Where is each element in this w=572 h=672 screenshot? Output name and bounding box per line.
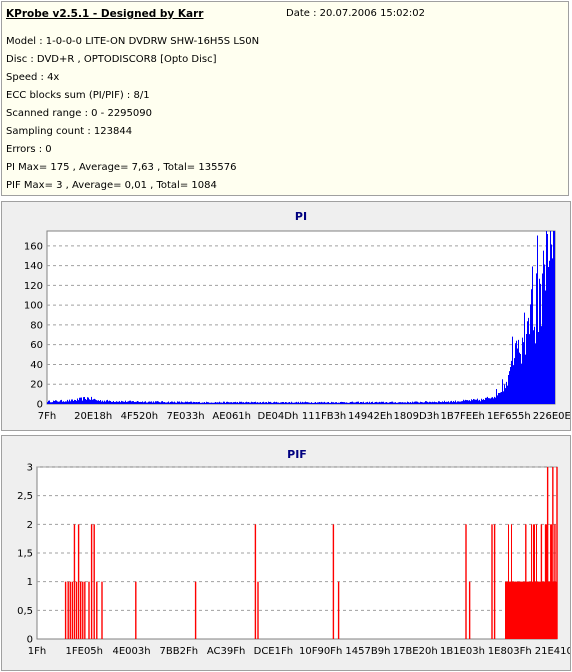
y-tick-label: 40 xyxy=(30,360,43,371)
x-tick-label: DCE1Fh xyxy=(254,646,293,657)
pif-chart: PIF 0 0,5 1 1,5 2 2,5 3 1Fh 1FE05h 4E003h 7BB2Fh AC3… xyxy=(17,448,570,657)
y-tick-label: 2,5 xyxy=(17,491,33,502)
x-tick-label: 14942Eh xyxy=(348,411,392,422)
info-disc: Disc : DVD+R , OPTODISCOR8 [Opto Disc] xyxy=(6,54,217,65)
x-tick-label: 7Fh xyxy=(38,411,56,422)
info-scanned-range: Scanned range : 0 - 2295090 xyxy=(6,108,152,119)
x-tick-label: 1Fh xyxy=(28,646,46,657)
x-tick-label: 1B7FEEh xyxy=(440,411,484,422)
x-tick-label: 1E803Fh xyxy=(488,646,532,657)
y-tick-label: 1,5 xyxy=(17,549,33,560)
plot-area xyxy=(46,230,556,405)
x-tick-label: 4F520h xyxy=(121,411,159,422)
chart-title: PI xyxy=(295,210,307,223)
x-tick-label: AC39Fh xyxy=(207,646,245,657)
x-tick-label: 7BB2Fh xyxy=(160,646,199,657)
x-tick-label: 7E033h xyxy=(166,411,204,422)
x-tick-label: 1457B9h xyxy=(345,646,390,657)
chart-title: PIF xyxy=(287,448,307,461)
x-tick-label: 226E0Eh xyxy=(533,411,570,422)
info-errors: Errors : 0 xyxy=(6,144,52,155)
y-tick-label: 120 xyxy=(24,281,43,292)
y-tick-label: 0 xyxy=(37,400,43,411)
x-tick-label: 1B1E03h xyxy=(440,646,485,657)
x-tick-label: AE061h xyxy=(212,411,251,422)
x-tick-label: DE04Dh xyxy=(258,411,299,422)
x-tick-label: 1809D3h xyxy=(394,411,440,422)
y-tick-label: 160 xyxy=(24,241,43,252)
x-tick-label: 10F90Fh xyxy=(299,646,342,657)
y-tick-label: 60 xyxy=(30,340,43,351)
info-pif-stats: PIF Max= 3 , Average= 0,01 , Total= 1084 xyxy=(6,180,217,191)
y-tick-label: 1 xyxy=(27,577,33,588)
x-tick-label: 21E410h xyxy=(535,646,570,657)
x-tick-label: 4E003h xyxy=(112,646,150,657)
y-tick-label: 0,5 xyxy=(17,606,33,617)
app-title: KProbe v2.5.1 - Designed by Karr xyxy=(6,8,204,20)
info-speed: Speed : 4x xyxy=(6,72,60,83)
pi-chart: PI 0 20 40 60 80 100 120 140 160 7Fh 20E18h 4F520h 7E… xyxy=(24,210,570,422)
info-model: Model : 1-0-0-0 LITE-ON DVDRW SHW-16H5S … xyxy=(6,36,260,47)
pif-chart-panel: PIF 0 0,5 1 1,5 2 2,5 3 1Fh 1FE05h 4E003h 7BB2Fh AC3… xyxy=(1,435,571,671)
info-sampling-count: Sampling count : 123844 xyxy=(6,126,133,137)
x-tick-label: 17BE20h xyxy=(393,646,438,657)
scan-date: Date : 20.07.2006 15:02:02 xyxy=(286,8,425,19)
y-tick-label: 80 xyxy=(30,320,43,331)
x-tick-label: 1EF655h xyxy=(487,411,531,422)
y-tick-label: 0 xyxy=(27,635,33,646)
info-pi-stats: PI Max= 175 , Average= 7,63 , Total= 135… xyxy=(6,162,237,173)
x-tick-label: 20E18h xyxy=(74,411,112,422)
x-tick-label: 1FE05h xyxy=(66,646,104,657)
y-tick-label: 140 xyxy=(24,261,43,272)
y-tick-label: 3 xyxy=(27,463,33,474)
x-tick-label: 111FB3h xyxy=(302,411,346,422)
pi-chart-panel: PI 0 20 40 60 80 100 120 140 160 7Fh 20E18h 4F520h 7E… xyxy=(1,201,571,431)
y-tick-label: 2 xyxy=(27,520,33,531)
y-tick-label: 20 xyxy=(30,380,43,391)
info-ecc-blocks: ECC blocks sum (PI/PIF) : 8/1 xyxy=(6,90,150,101)
info-panel: KProbe v2.5.1 - Designed by Karr Date : … xyxy=(1,1,569,196)
y-tick-label: 100 xyxy=(24,301,43,312)
